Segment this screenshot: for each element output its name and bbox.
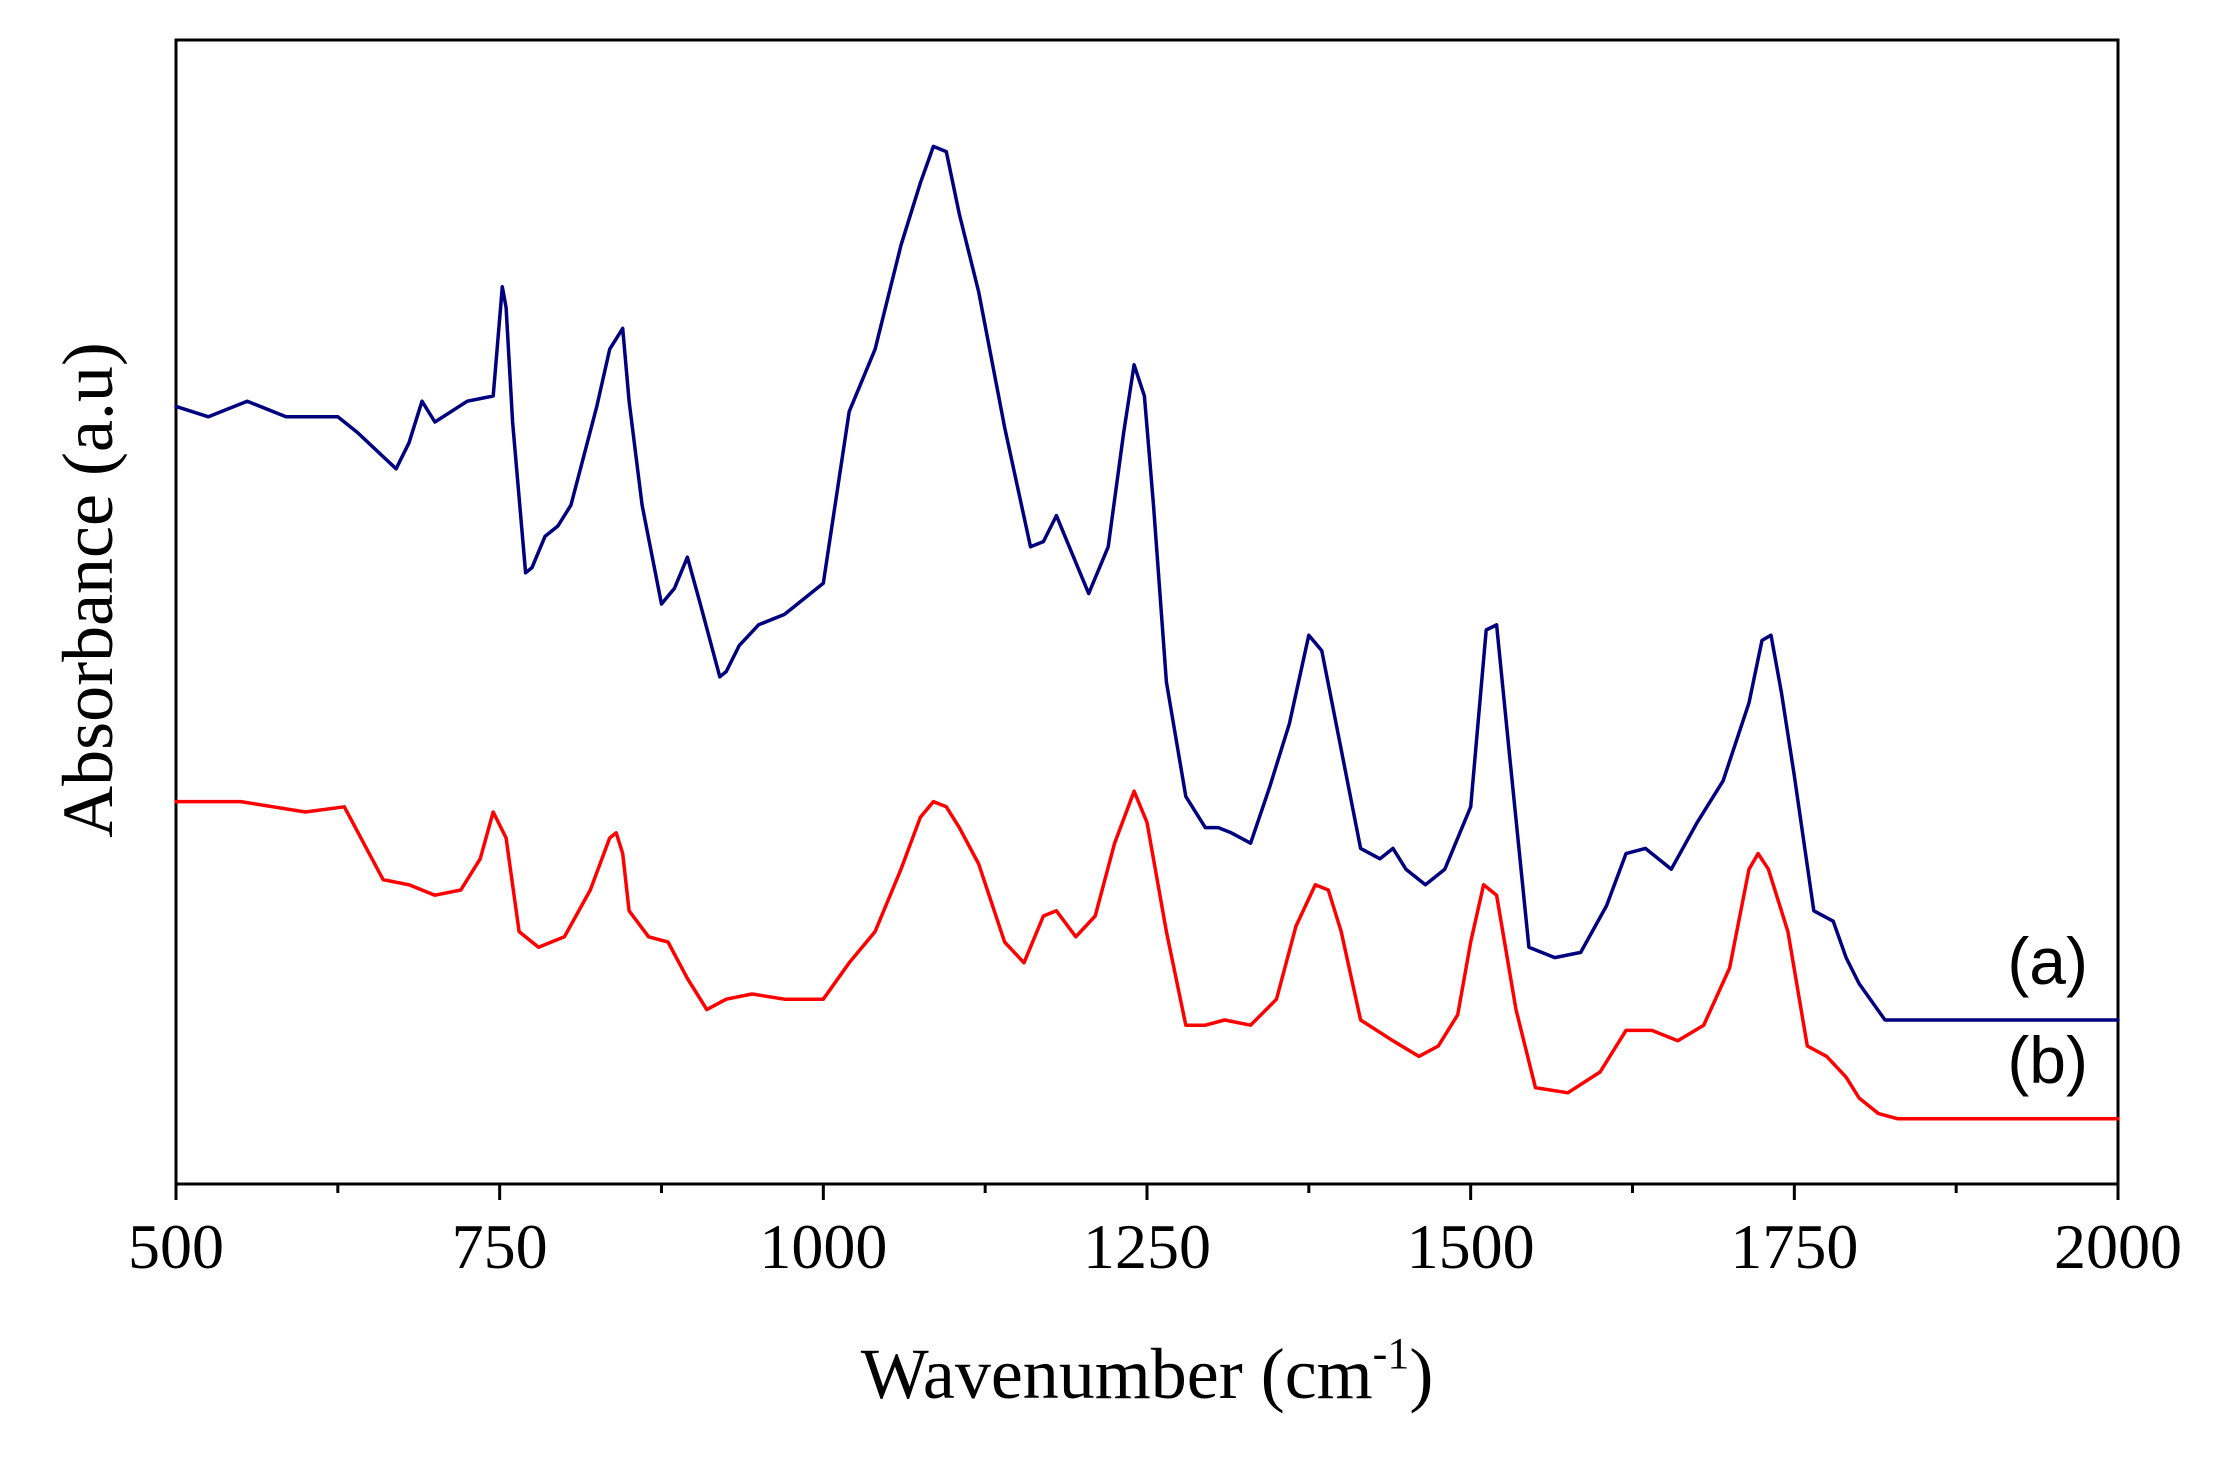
x-tick-label: 1000 [759, 1211, 887, 1282]
x-axis-tick-labels: 500 750 1000 1250 1500 1750 2000 [128, 1211, 2182, 1282]
x-tick-label: 1750 [1730, 1211, 1858, 1282]
plot-frame [174, 38, 2120, 1186]
x-axis-title-close: ) [1409, 1334, 1433, 1414]
series-line-b [174, 789, 2120, 1121]
x-axis-ticks [174, 1184, 2120, 1200]
x-tick-label: 750 [452, 1211, 548, 1282]
series-label-a: (a) [2007, 924, 2088, 998]
x-axis-title-superscript: -1 [1373, 1329, 1410, 1378]
series-line-a [174, 144, 2120, 1022]
series-labels: (a) (b) [2007, 924, 2088, 1097]
x-tick-label: 1500 [1407, 1211, 1535, 1282]
series-lines [174, 144, 2120, 1121]
x-tick-label: 500 [128, 1211, 224, 1282]
x-axis-title: Wavenumber (cm-1) [861, 1329, 1434, 1414]
x-tick-label: 1250 [1083, 1211, 1211, 1282]
series-label-b: (b) [2007, 1023, 2088, 1097]
x-tick-label: 2000 [2054, 1211, 2182, 1282]
y-axis-title: Absorbance (a.u) [48, 342, 128, 838]
